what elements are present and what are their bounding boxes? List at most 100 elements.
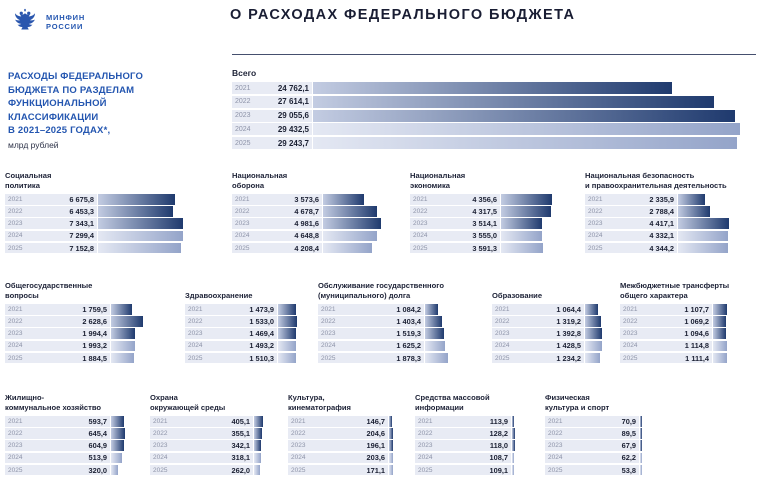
chart-title: Культура, кинематография (288, 392, 351, 412)
chart-row: 2025 3 591,3 (410, 242, 552, 254)
value-bar (678, 194, 706, 205)
row-label-box: 2021 113,9 (415, 416, 511, 427)
chart-row: 2021 6 675,8 (5, 194, 183, 205)
row-label-box: 2023 7 343,1 (5, 218, 97, 229)
chart-row: 2025 1 878,3 (318, 352, 483, 364)
row-label-box: 2022 89,5 (545, 428, 639, 439)
row-label-box: 2025 4 344,2 (585, 242, 677, 254)
value-bar (111, 316, 144, 327)
value-label: 1 084,2 (396, 304, 421, 314)
row-label-box: 2022 645,4 (5, 428, 110, 439)
chart-row: 2024 1 493,2 (185, 340, 300, 352)
value-bar (585, 340, 603, 352)
value-bar (640, 464, 642, 476)
chart-row: 2025 1 510,3 (185, 352, 300, 364)
chart-row: 2025 53,8 (545, 464, 650, 476)
year-label: 2022 (548, 429, 563, 437)
chart-row: 2023 67,9 (545, 440, 650, 451)
row-label-box: 2024 203,6 (288, 452, 388, 464)
value-bar (278, 352, 297, 364)
value-bar (323, 194, 365, 205)
chart-title: Общегосударственные вопросы (5, 280, 93, 300)
value-label: 3 514,1 (472, 219, 497, 229)
year-label: 2022 (188, 317, 203, 325)
value-label: 6 675,8 (69, 194, 94, 204)
value-label: 118,0 (489, 441, 508, 451)
value-label: 4 356,6 (472, 194, 497, 204)
value-label: 1 392,8 (556, 329, 581, 339)
chart-row: 2022 355,1 (150, 428, 263, 439)
chart-row: 2022 2 628,6 (5, 316, 144, 327)
chart-row: 2024 3 555,0 (410, 230, 552, 242)
value-label: 1 094,6 (684, 329, 709, 339)
row-label-box: 2023 29 055,6 (232, 109, 312, 122)
row-label-box: 2025 7 152,8 (5, 242, 97, 254)
chart-row: 2021 1 064,4 (492, 304, 602, 315)
value-bar (713, 316, 727, 327)
row-label-box: 2021 1 064,4 (492, 304, 584, 315)
value-label: 1 428,5 (556, 341, 581, 351)
year-label: 2024 (235, 125, 251, 133)
chart-row: 2024 1 428,5 (492, 340, 603, 352)
year-label: 2025 (188, 354, 203, 362)
chart-row: 2022 204,6 (288, 428, 394, 439)
value-bar (640, 428, 642, 439)
value-label: 29 055,6 (277, 111, 309, 121)
value-bar (111, 464, 118, 476)
year-label: 2021 (153, 417, 168, 425)
value-bar (313, 95, 714, 108)
value-bar (713, 328, 727, 339)
chart-row: 2024 29 432,5 (232, 123, 741, 136)
chart-row: 2024 1 993,2 (5, 340, 143, 352)
chart-title: Здравоохранение (185, 290, 253, 300)
value-label: 146,7 (366, 416, 386, 426)
chart-security: Национальная безопасность и правоохранит… (585, 160, 757, 255)
chart-row: 2022 89,5 (545, 428, 650, 439)
chart-title: Национальная экономика (410, 170, 466, 190)
chart-general-state: Общегосударственные вопросы 2021 1 759,5 20… (5, 278, 144, 365)
year-label: 2024 (8, 342, 23, 350)
value-bar (713, 340, 727, 352)
chart-media: Средства массовой информации 2021 113,9 202… (415, 386, 527, 477)
value-bar (501, 206, 552, 217)
chart-row: 2024 513,9 (5, 452, 125, 464)
row-label-box: 2025 29 243,7 (232, 137, 312, 150)
year-label: 2023 (235, 220, 250, 228)
value-bar (111, 440, 125, 451)
year-label: 2022 (623, 317, 638, 325)
value-label: 593,7 (88, 416, 108, 426)
chart-row: 2021 3 573,6 (232, 194, 381, 205)
year-label: 2024 (548, 454, 563, 462)
value-bar (254, 452, 261, 464)
row-label-box: 2024 318,1 (150, 452, 253, 464)
year-label: 2022 (235, 98, 251, 106)
chart-row: 2024 4 332,1 (585, 230, 757, 242)
year-label: 2021 (321, 305, 336, 313)
year-label: 2024 (8, 232, 23, 240)
chart-title: Средства массовой информации (415, 392, 490, 412)
chart-total: Всего 2021 24 762,1 2022 27 614,1 2023 29 055,… (232, 68, 741, 151)
chart-title: Социальная политика (5, 170, 52, 190)
chart-row: 2023 29 055,6 (232, 109, 740, 122)
row-label-box: 2025 1 111,4 (620, 352, 712, 364)
chart-social: Социальная политика 2021 6 675,8 2022 6 453,… (5, 160, 184, 255)
value-bar (678, 230, 729, 242)
value-bar (313, 109, 735, 122)
year-label: 2021 (548, 417, 563, 425)
value-bar (425, 328, 444, 339)
value-label: 1 519,3 (396, 329, 421, 339)
value-bar (501, 194, 552, 205)
year-label: 2024 (235, 232, 250, 240)
value-bar (512, 464, 515, 476)
value-label: 3 555,0 (472, 231, 497, 241)
chart-row: 2021 113,9 (415, 416, 527, 427)
year-label: 2022 (8, 317, 23, 325)
year-label: 2023 (588, 220, 603, 228)
value-bar (111, 340, 136, 352)
value-label: 4 344,2 (649, 243, 674, 253)
value-bar (425, 340, 445, 352)
value-bar (323, 206, 378, 217)
year-label: 2021 (188, 305, 203, 313)
row-label-box: 2024 4 648,8 (232, 230, 322, 242)
value-label: 27 614,1 (277, 97, 309, 107)
